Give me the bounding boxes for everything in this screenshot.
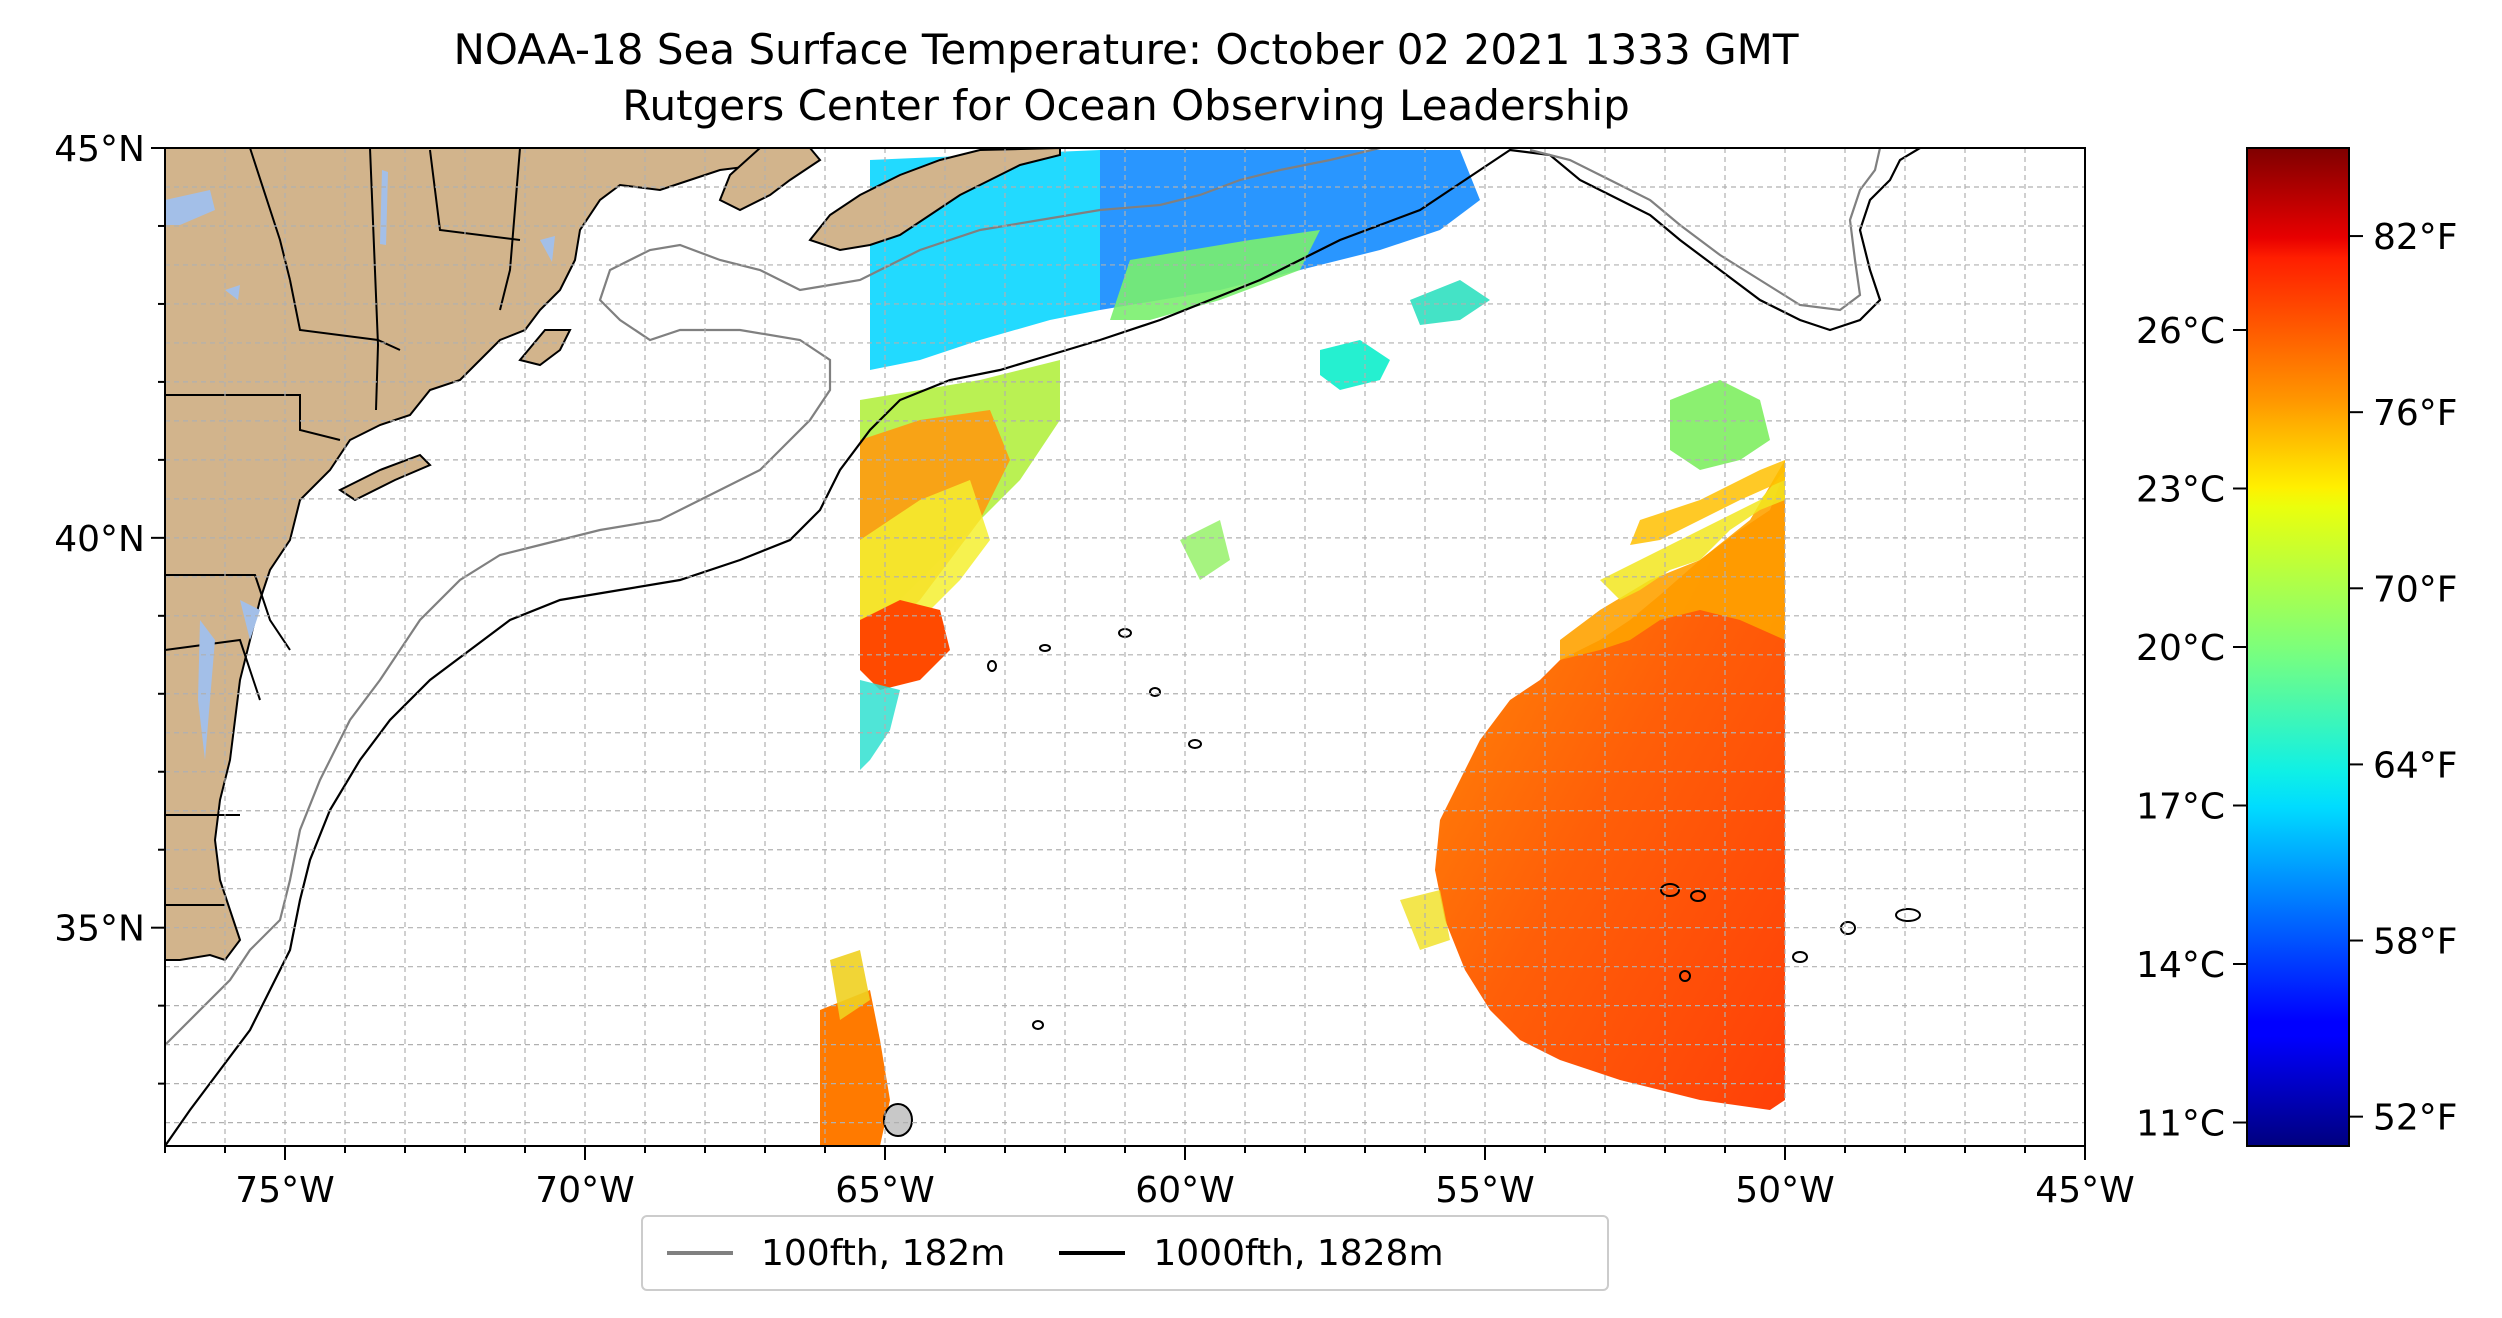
lon-tick-label: 65°W (835, 1170, 934, 1211)
sst-cyan-strip (1410, 280, 1490, 325)
land-cape-cod (518, 329, 572, 367)
land-maine-coast (718, 148, 822, 212)
sst-green-mid (1180, 520, 1230, 580)
lat-tick-label: 35°N (54, 909, 145, 950)
lon-tick-label: 75°W (235, 1170, 334, 1211)
colorbar-f-tick-label: 52°F (2373, 1098, 2458, 1139)
legend-entry: 1000fth, 1828m (1059, 1232, 1444, 1274)
lon-tick-label: 45°W (2035, 1170, 2134, 1211)
lon-tick-label: 50°W (1735, 1170, 1834, 1211)
colorbar-c-tick-label: 17°C (2136, 787, 2225, 828)
colorbar (2246, 147, 2350, 1147)
colorbar-ticks: 52°F 58°F 64°F 70°F 76°F 82°F 11°C 14°C 17°C 20°C… (2136, 217, 2457, 1144)
legend-line-swatch (1059, 1251, 1126, 1255)
legend-entry: 100fth, 182m (667, 1233, 1005, 1274)
legend-line-swatch (667, 1251, 733, 1255)
sst-mid-band (1560, 460, 1785, 660)
colorbar-c-tick-label: 14°C (2136, 945, 2225, 986)
colorbar-c-tick-label: 23°C (2136, 469, 2225, 510)
contour-100fth (165, 148, 1381, 1046)
sst-warm-eddy-region (1435, 470, 1785, 1110)
sst-gulfstream-north (1630, 460, 1785, 545)
lake-maine (540, 236, 555, 262)
colorbar-c-tick-label: 20°C (2136, 628, 2225, 669)
sst-green-north-band (1110, 230, 1320, 320)
legend-label: 100fth, 182m (761, 1232, 1006, 1274)
contour-100fth-ne (1529, 148, 1882, 312)
map-gridlines (165, 148, 2085, 1146)
legend-label: 1000fth, 1828m (1153, 1232, 1444, 1274)
lon-tick-label: 70°W (535, 1170, 634, 1211)
sst-green-patch-ne (1670, 380, 1770, 470)
contour-legend: 100fth, 182m 1000fth, 1828m (641, 1215, 1609, 1291)
map-axes: 75°W 70°W 65°W 60°W 55°W 50°W 45°W 45°N 40°N 35°N (54, 129, 2134, 1211)
sea-surface-temperature-field (820, 150, 1785, 1146)
lake-small (225, 285, 240, 300)
map-title: NOAA-18 Sea Surface Temperature: October… (453, 25, 1799, 74)
colorbar-c-tick-label: 26°C (2136, 311, 2225, 352)
north-america-landmass (165, 148, 1061, 962)
sst-scatter-yellow (1400, 890, 1450, 950)
lon-tick-label: 60°W (1135, 1170, 1234, 1211)
colorbar-c-tick-label: 11°C (2136, 1104, 2225, 1145)
sst-red-spot-west (860, 600, 950, 690)
colorbar-f-tick-label: 82°F (2373, 217, 2458, 258)
lat-tick-label: 40°N (54, 519, 145, 560)
contour-1000fth (165, 148, 1921, 1146)
sst-cyan-west-tail (860, 680, 900, 770)
sst-cyan-patch-ne (1320, 340, 1390, 390)
colorbar-f-tick-label: 64°F (2373, 745, 2458, 786)
lat-tick-label: 45°N (54, 129, 145, 170)
colorbar-f-tick-label: 70°F (2373, 569, 2458, 610)
bathymetry-contours (165, 148, 1921, 1146)
map-subtitle: Rutgers Center for Ocean Observing Leade… (622, 81, 1630, 130)
land-long-island (338, 453, 432, 502)
colorbar-f-tick-label: 76°F (2373, 393, 2458, 434)
colorbar-f-tick-label: 58°F (2373, 922, 2458, 963)
sst-northern-edge (1600, 470, 1785, 600)
delaware-bay (240, 600, 260, 640)
lon-tick-label: 55°W (1435, 1170, 1534, 1211)
sst-south-yellow (830, 950, 870, 1020)
land-us-east-coast (165, 148, 761, 962)
sst-south-orange (820, 990, 890, 1146)
lake-ontario-corner (165, 190, 215, 225)
